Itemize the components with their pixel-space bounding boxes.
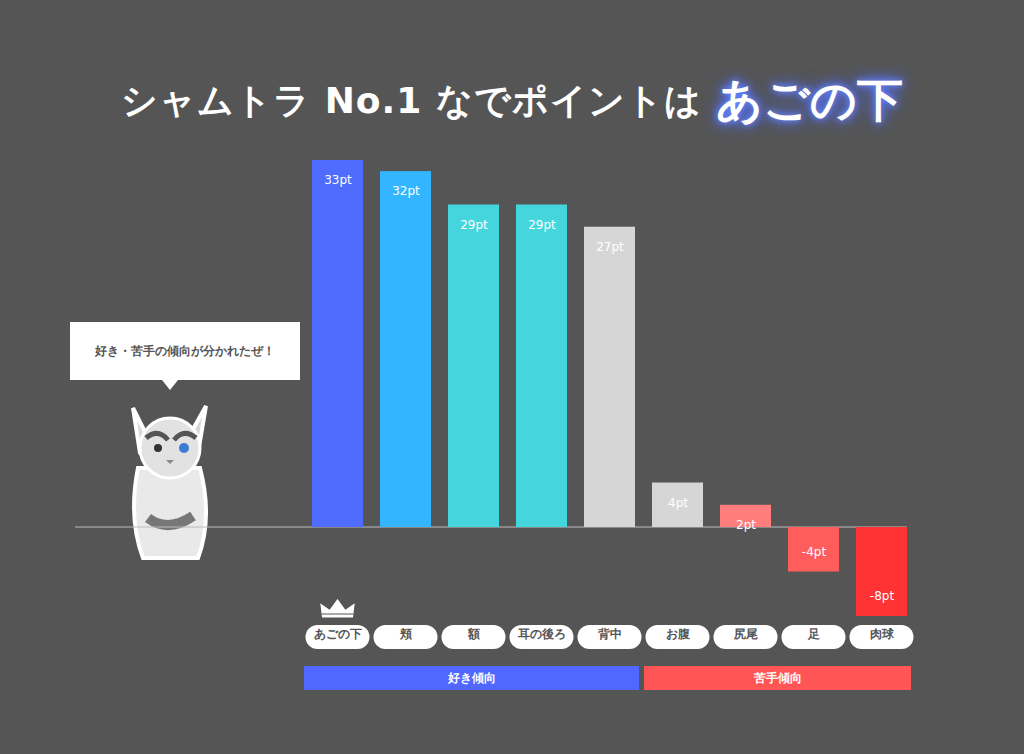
svg-text:-4pt: -4pt [802,545,827,559]
svg-text:29pt: 29pt [460,218,488,232]
svg-text:-8pt: -8pt [870,589,895,603]
svg-text:2pt: 2pt [736,518,756,532]
svg-text:27pt: 27pt [596,240,624,254]
svg-text:尻尾: 尻尾 [733,627,758,641]
svg-text:お腹: お腹 [666,627,690,641]
html-text:好き・苦手の傾向が分かれたぜ！: 好き・苦手の傾向が分かれたぜ！ [95,343,275,358]
svg-text:耳の後ろ: 耳の後ろ [517,627,566,641]
svg-text:4pt: 4pt [668,496,688,510]
html-text:シャムトラ No.1 なでポイントは あごの下: シャムトラ No.1 なでポイントは あごの下 [121,73,903,127]
svg-text:苦手傾向: 苦手傾向 [753,671,802,685]
svg-text:あごの下: あごの下 [314,627,362,641]
svg-text:足: 足 [807,627,820,641]
svg-text:頬: 頬 [399,627,412,641]
svg-text:肉球: 肉球 [870,627,895,641]
svg-text:32pt: 32pt [392,184,420,198]
svg-text:額: 額 [467,627,480,641]
svg-text:29pt: 29pt [528,218,556,232]
svg-text:好き傾向: 好き傾向 [447,671,496,685]
svg-text:背中: 背中 [597,627,622,641]
svg-text:33pt: 33pt [324,173,352,187]
